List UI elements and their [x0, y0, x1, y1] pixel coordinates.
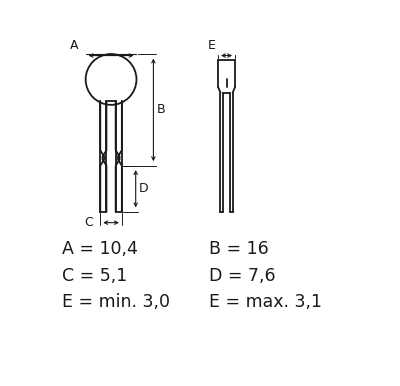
Text: E = max. 3,1: E = max. 3,1 [209, 293, 322, 311]
Text: A: A [70, 39, 78, 52]
Text: D: D [139, 182, 148, 195]
Text: C: C [84, 216, 92, 229]
Text: B = 16: B = 16 [209, 240, 269, 258]
Text: D = 7,6: D = 7,6 [209, 267, 276, 284]
Text: A = 10,4: A = 10,4 [62, 240, 138, 258]
Text: E = min. 3,0: E = min. 3,0 [62, 293, 170, 311]
Text: C = 5,1: C = 5,1 [62, 267, 127, 284]
Text: E: E [208, 39, 216, 52]
Text: B: B [156, 103, 165, 116]
